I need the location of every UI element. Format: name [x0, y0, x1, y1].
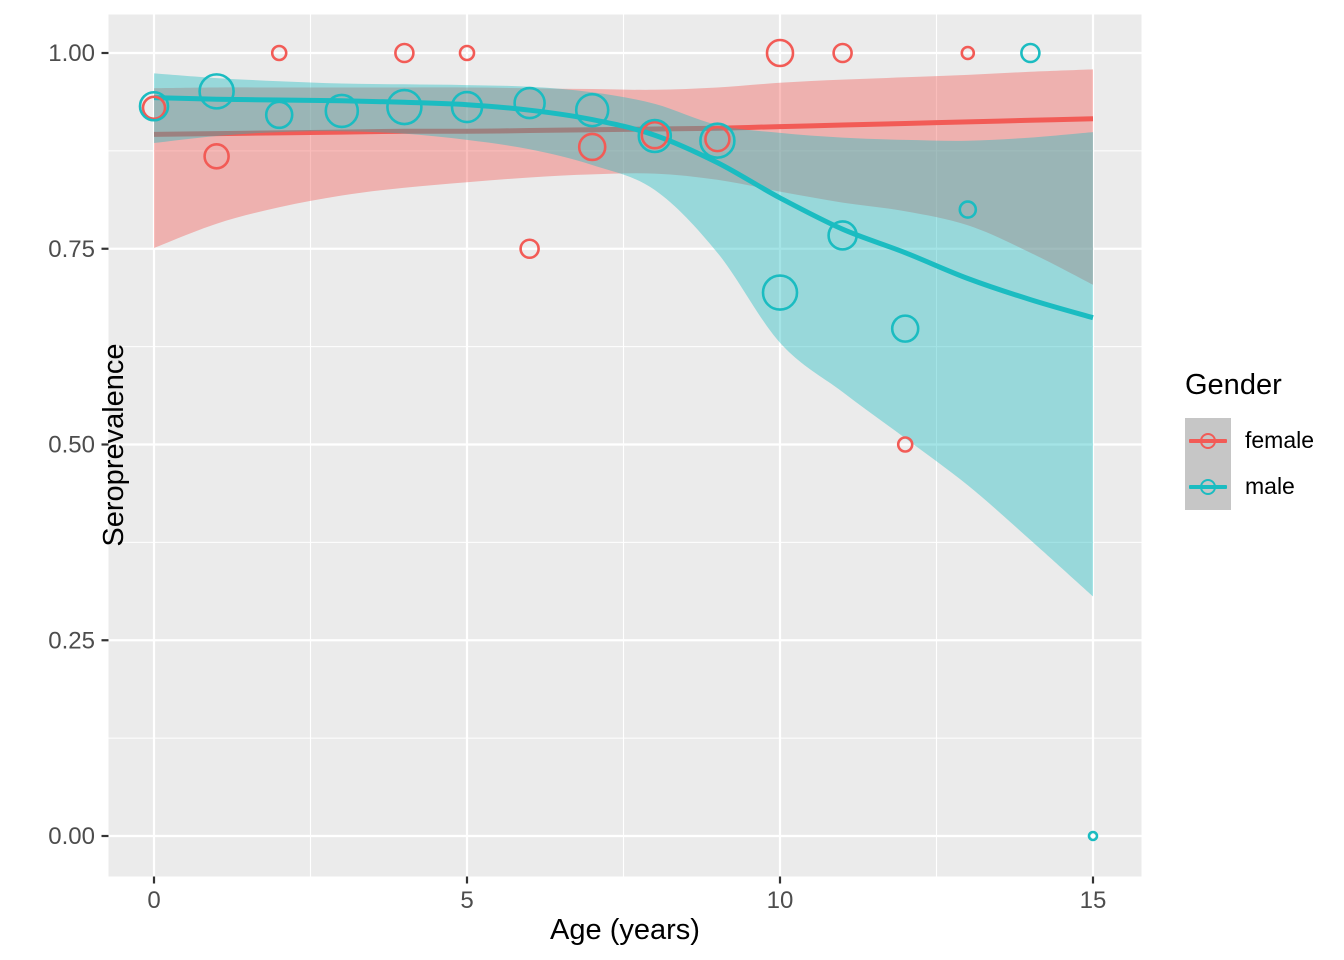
female-data-point	[458, 44, 476, 62]
legend-key-male	[1185, 463, 1231, 510]
legend-row-male: male	[1185, 463, 1314, 510]
y-tick-label: 1.00	[48, 40, 95, 67]
male-data-point	[1087, 830, 1099, 842]
female-key-point-icon	[1200, 432, 1216, 449]
y-tick-label: 0.50	[48, 432, 95, 459]
female-smooth-line	[153, 116, 1094, 137]
male-data-point	[827, 220, 858, 251]
female-data-point	[519, 238, 540, 260]
male-data-point	[1020, 42, 1041, 64]
male-smooth-line	[153, 95, 1094, 321]
male-data-point	[324, 93, 360, 129]
y-tick-label: 0.00	[48, 823, 95, 850]
legend-label-female: female	[1245, 427, 1315, 454]
female-data-point	[640, 120, 670, 150]
female-data-point	[270, 44, 288, 62]
male-data-point	[198, 73, 235, 110]
male-data-point	[386, 88, 423, 126]
male-data-point	[264, 100, 294, 130]
x-tick-label: 10	[767, 887, 794, 914]
female-data-point	[832, 42, 853, 64]
male-confidence-ribbon	[154, 73, 1093, 597]
legend-keys: female male	[1185, 417, 1315, 510]
x-tick-label: 5	[460, 887, 473, 914]
male-data-point	[138, 90, 170, 122]
x-tick-label: 15	[1080, 887, 1107, 914]
male-data-point	[513, 86, 546, 120]
female-data-point	[960, 45, 976, 61]
legend-title: Gender	[1185, 369, 1282, 401]
male-data-point	[699, 122, 736, 159]
male-key-point-icon	[1200, 478, 1216, 495]
female-data-point	[141, 95, 167, 121]
y-tick-label: 0.25	[48, 627, 95, 654]
female-data-point	[394, 42, 415, 64]
x-axis-title: Age (years)	[0, 916, 1344, 945]
female-data-point	[577, 132, 607, 162]
x-tick-label: 0	[147, 887, 160, 914]
x-axis-title-text: Age (years)	[550, 914, 700, 946]
legend-key-female	[1185, 417, 1231, 464]
male-data-point	[890, 314, 920, 343]
male-data-point	[637, 118, 673, 154]
female-data-point	[896, 436, 914, 453]
legend-row-female: female	[1185, 417, 1315, 464]
male-data-point	[761, 274, 799, 311]
legend: Gender female male	[1185, 369, 1315, 510]
female-data-point	[203, 143, 230, 170]
female-data-point	[765, 38, 795, 68]
male-data-point	[574, 92, 610, 128]
male-data-point	[958, 200, 978, 219]
y-tick-label: 0.75	[48, 236, 95, 263]
legend-label-male: male	[1245, 473, 1295, 500]
male-data-point	[450, 90, 484, 124]
female-data-point	[704, 125, 731, 153]
y-axis-title: Seroprevalence	[98, 343, 131, 547]
